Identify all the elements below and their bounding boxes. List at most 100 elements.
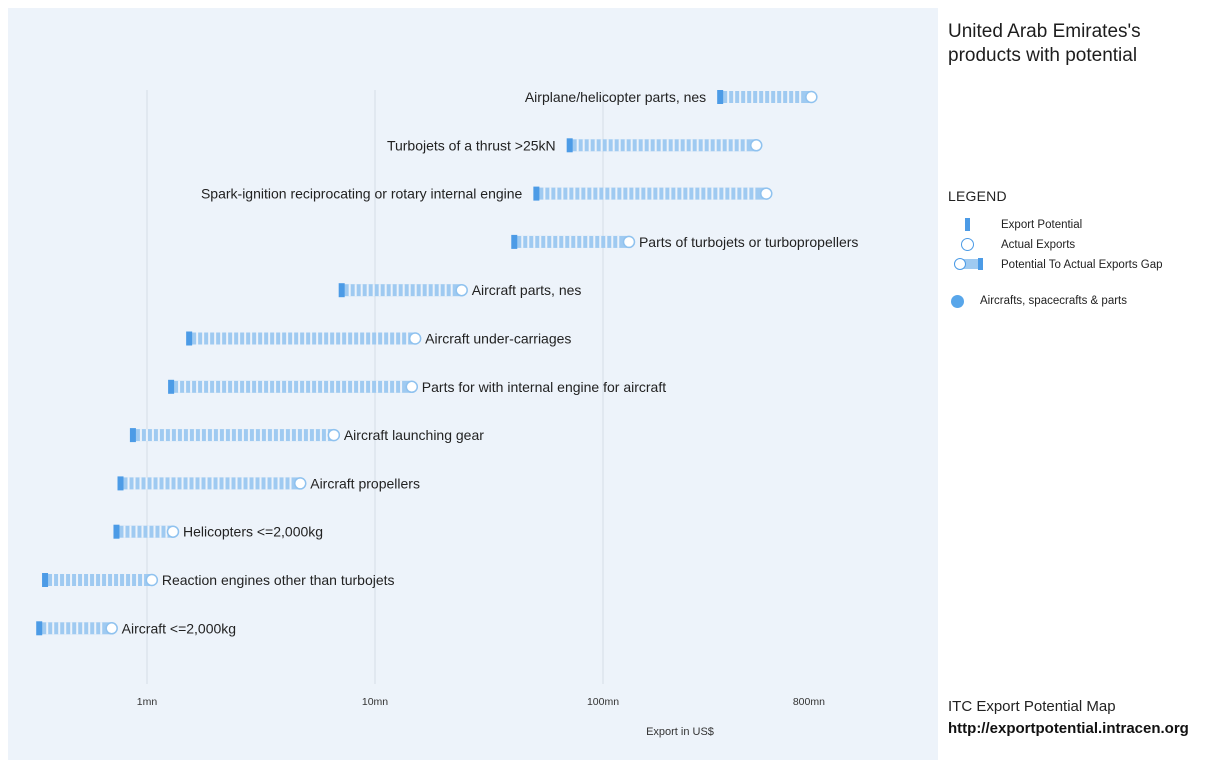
gap-stripe (521, 235, 524, 248)
gap-stripe (133, 477, 136, 490)
product-row: Turbojets of a thrust >25kN (387, 137, 763, 153)
gap-stripe (187, 429, 190, 442)
x-tick-label: 10mn (362, 696, 388, 708)
gap-stripe (241, 429, 244, 442)
gap-stripe (193, 477, 196, 490)
gap-stripe (739, 91, 742, 103)
product-label: Aircraft propellers (310, 475, 420, 491)
export-potential-bar-icon (948, 217, 992, 233)
legend-item-export-potential: Export Potential (948, 216, 1082, 234)
gap-stripe (295, 429, 298, 442)
gap-stripe (298, 332, 301, 345)
product-row: Reaction engines other than turbojets (42, 572, 395, 588)
gap-stripe (714, 139, 717, 152)
gap-stripe (82, 574, 85, 586)
gap-stripe (684, 139, 687, 152)
gap-stripe (153, 525, 156, 538)
gap-stripe (563, 235, 566, 248)
gap-stripe (229, 429, 232, 442)
gap-stripe (256, 332, 259, 345)
gap-stripe (169, 477, 172, 490)
gap-stripe (426, 284, 429, 297)
gap-stripe (238, 380, 241, 393)
product-label: Reaction engines other than turbojets (162, 572, 395, 588)
gap-stripe (202, 332, 205, 345)
gap-stripe (669, 187, 672, 200)
gap-stripe (235, 429, 238, 442)
gap-stripe (141, 525, 144, 538)
gap-stripe (64, 574, 67, 586)
gap-stripe (151, 429, 154, 442)
gap-stripe (757, 91, 760, 103)
gap-stripe (328, 380, 331, 393)
gap-stripe (533, 235, 536, 248)
gap-stripe (396, 284, 399, 297)
gap-stripe (277, 477, 280, 490)
product-row: Spark-ignition reciprocating or rotary i… (201, 186, 773, 202)
gap-stripe (280, 380, 283, 393)
gap-stripe (214, 380, 217, 393)
gap-stripe (597, 187, 600, 200)
gap-stripe (64, 622, 67, 635)
gap-stripe (292, 380, 295, 393)
gap-stripe (630, 139, 633, 152)
gap-stripe (527, 235, 530, 248)
gap-stripe (123, 525, 126, 538)
legend-label: Actual Exports (1001, 239, 1076, 251)
gap-stripe (319, 429, 322, 442)
gap-stripe (220, 380, 223, 393)
gap-stripe (190, 380, 193, 393)
gap-stripe (414, 284, 417, 297)
export-potential-mark (117, 476, 124, 491)
gap-stripe (175, 477, 178, 490)
gap-stripe (322, 332, 325, 345)
gap-stripe (130, 574, 133, 586)
gap-stripe (636, 139, 639, 152)
gap-stripe (178, 380, 181, 393)
data-marks: Airplane/helicopter parts, nes Turbojets … (36, 89, 858, 636)
export-potential-mark (533, 186, 540, 201)
gap-stripe (151, 477, 154, 490)
gap-stripe (352, 380, 355, 393)
gap-stripe (280, 332, 283, 345)
gap-stripe (621, 187, 624, 200)
product-label: Parts for with internal engine for aircr… (422, 379, 666, 395)
gap-stripe (226, 332, 229, 345)
gap-capsule-icon (948, 257, 992, 273)
export-potential-mark (129, 428, 136, 443)
gap-stripe (599, 235, 602, 248)
gap-stripe (699, 187, 702, 200)
gap-stripe (196, 332, 199, 345)
gap-stripe (76, 574, 79, 586)
gap-stripe (576, 139, 579, 152)
x-axis-label: Export in US$ (646, 726, 714, 738)
footer-url-link[interactable]: http://exportpotential.intracen.org (948, 720, 1189, 737)
gap-stripe (165, 525, 168, 538)
gap-stripe (205, 477, 208, 490)
gap-stripe (340, 380, 343, 393)
x-tick-label: 100mn (587, 696, 619, 708)
gap-stripe (549, 187, 552, 200)
gap-stripe (678, 139, 681, 152)
gap-stripe (543, 187, 546, 200)
product-row: Aircraft propellers (117, 475, 420, 491)
chart-panel: Airplane/helicopter parts, nes Turbojets … (8, 8, 938, 760)
gap-stripe (346, 380, 349, 393)
gap-stripe (612, 139, 615, 152)
gap-stripe (232, 380, 235, 393)
gap-stripe (253, 477, 256, 490)
product-label: Aircraft launching gear (344, 427, 484, 443)
gap-stripe (316, 332, 319, 345)
gap-stripe (334, 332, 337, 345)
gap-stripe (211, 429, 214, 442)
gap-stripe (268, 332, 271, 345)
product-row: Parts for with internal engine for aircr… (168, 379, 666, 395)
gap-stripe (310, 380, 313, 393)
product-label: Helicopters <=2,000kg (183, 524, 323, 540)
gap-stripe (781, 91, 784, 103)
gap-bar (169, 380, 412, 393)
gap-stripe (705, 187, 708, 200)
gap-stripe (346, 332, 349, 345)
legend-title: LEGEND (948, 188, 1007, 204)
gap-stripe (575, 235, 578, 248)
